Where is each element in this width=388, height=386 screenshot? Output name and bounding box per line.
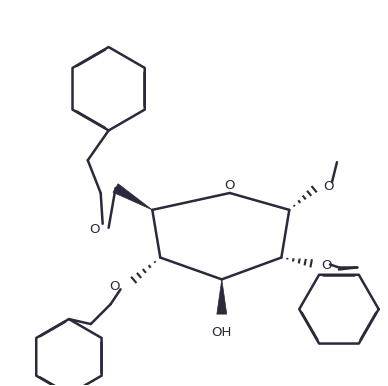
Text: O: O bbox=[90, 223, 100, 236]
Polygon shape bbox=[217, 279, 227, 314]
Text: O: O bbox=[323, 179, 334, 193]
Text: O: O bbox=[321, 259, 332, 272]
Polygon shape bbox=[113, 184, 152, 210]
Text: O: O bbox=[225, 179, 235, 191]
Text: O: O bbox=[109, 280, 120, 293]
Text: OH: OH bbox=[211, 326, 232, 339]
